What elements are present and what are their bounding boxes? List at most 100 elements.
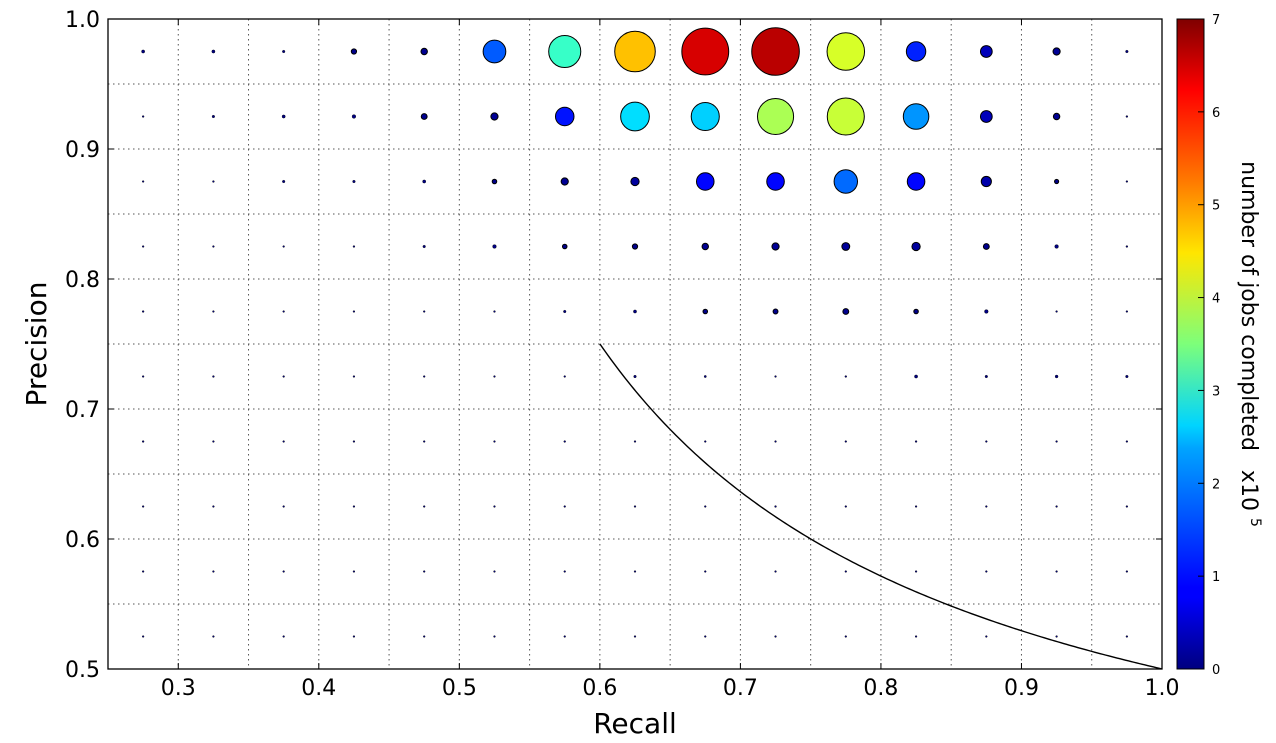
scatter-point [979, 45, 993, 58]
scatter-point [704, 505, 707, 508]
scatter-point [980, 175, 992, 188]
scatter-point [282, 570, 285, 573]
scatter-point [704, 440, 707, 443]
scatter-point [491, 178, 498, 185]
scatter-point [633, 570, 637, 573]
y-tick-label: 0.7 [65, 398, 100, 423]
scatter-point [984, 309, 989, 314]
scatter-point [554, 106, 575, 127]
scatter-point [704, 635, 707, 638]
scatter-point [690, 101, 720, 132]
scatter-point [982, 243, 990, 250]
scatter-point [282, 179, 286, 184]
svg-text:number of jobs completed: number of jobs completed x10 5 [1236, 161, 1263, 527]
scatter-point [751, 27, 800, 76]
scatter-point [563, 440, 566, 443]
scatter-point [423, 505, 426, 508]
scatter-point [142, 570, 145, 573]
y-tick-label: 0.9 [65, 138, 100, 163]
colorbar-tick-label: 7 [1212, 13, 1220, 28]
scatter-point [423, 375, 426, 378]
scatter-point [1125, 180, 1128, 183]
scatter-point [493, 440, 496, 443]
scatter-point [1125, 505, 1128, 508]
scatter-point [352, 635, 356, 638]
scatter-point [1125, 115, 1128, 118]
y-axis-ticks: 0.5 0.6 0.7 0.8 0.9 1.0 [65, 8, 1162, 683]
colorbar-label-text: number of jobs completed [1236, 161, 1261, 451]
scatter-point [422, 179, 427, 184]
scatter-point [482, 39, 507, 64]
scatter-point [633, 440, 637, 443]
scatter-point [1055, 570, 1058, 573]
x-tick-label: 1.0 [1145, 676, 1180, 701]
scatter-point [844, 505, 847, 508]
y-tick-label: 0.8 [65, 268, 100, 293]
x-tick-label: 0.7 [723, 676, 758, 701]
scatter-point [1054, 374, 1059, 379]
scatter-point [844, 440, 847, 443]
scatter-point [490, 112, 499, 121]
scatter-point [350, 48, 358, 55]
scatter-point [212, 245, 215, 248]
scatter-point [212, 375, 215, 378]
x-tick-label: 0.3 [161, 676, 196, 701]
scatter-point [703, 375, 707, 378]
scatter-point [420, 47, 428, 56]
scatter-point [1055, 310, 1058, 313]
scatter-point [906, 172, 926, 191]
x-tick-label: 0.9 [1004, 676, 1039, 701]
scatter-point [493, 635, 496, 638]
scatter-point [911, 241, 921, 252]
colorbar-tick-label: 1 [1212, 570, 1220, 585]
y-axis-label: Precision [20, 282, 53, 407]
scatter-point [351, 114, 356, 119]
scatter-point [212, 505, 215, 508]
scatter-point [826, 97, 865, 136]
scatter-point [902, 103, 930, 130]
scatter-point [352, 440, 356, 443]
scatter-point [563, 570, 566, 573]
colorbar-exponent: 5 [1247, 518, 1263, 527]
plot-frame [107, 18, 1163, 670]
scatter-point [905, 41, 927, 62]
scatter-point [633, 309, 637, 314]
colorbar-tick-label: 3 [1212, 384, 1220, 399]
scatter-point [844, 375, 847, 378]
scatter-point [833, 169, 859, 194]
scatter-point [979, 110, 993, 123]
scatter-point [1055, 440, 1058, 443]
scatter-point [563, 505, 566, 508]
scatter-point [352, 375, 356, 378]
scatter-point [1054, 244, 1059, 249]
x-tick-label: 0.6 [582, 676, 617, 701]
scatter-point [282, 375, 285, 378]
scatter-point [1125, 49, 1129, 54]
scatter-point [985, 570, 988, 573]
scatter-point [633, 505, 637, 508]
colorbar-multiplier: x10 [1236, 470, 1261, 511]
scatter-point [422, 244, 426, 249]
scatter-point [212, 180, 215, 183]
colorbar [1176, 18, 1205, 670]
x-axis-ticks: 0.3 0.4 0.5 0.6 0.7 0.8 0.9 1.0 [161, 19, 1180, 701]
scatter-point [1052, 112, 1061, 121]
scatter-point [985, 505, 988, 508]
scatter-point [914, 570, 918, 573]
y-tick-label: 1.0 [65, 8, 100, 33]
f1-curve-layer [599, 343, 1162, 669]
scatter-point [620, 101, 650, 132]
scatter-point [493, 375, 496, 378]
scatter-point [702, 308, 709, 315]
colorbar-tick-label: 2 [1212, 477, 1220, 492]
scatter-point [352, 245, 356, 248]
scatter-point [826, 32, 866, 71]
scatter-point [560, 177, 569, 186]
x-tick-label: 0.5 [442, 676, 477, 701]
scatter-point [212, 310, 215, 313]
scatter-point [774, 440, 777, 443]
scatter-point [142, 505, 145, 508]
scatter-point [352, 310, 356, 313]
scatter-point [142, 180, 145, 183]
